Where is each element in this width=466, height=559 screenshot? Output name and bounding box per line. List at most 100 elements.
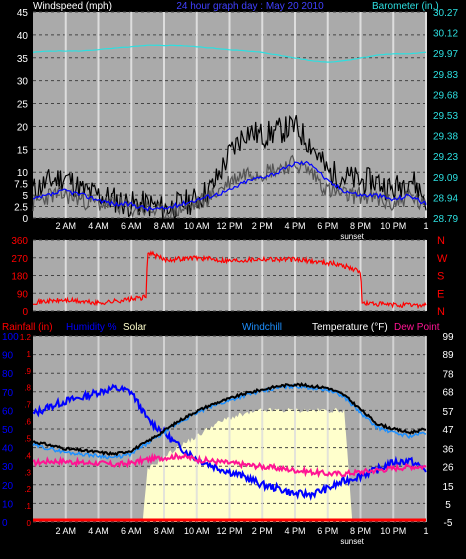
hour-tick-label: 2 PM (252, 221, 273, 231)
hour-tick-label: 12 PM (216, 526, 242, 536)
windspeed-tick-label: 2.5 (14, 203, 28, 214)
temperature-tick-label: 5 (445, 500, 451, 511)
humidity-tick-label: 40 (2, 444, 14, 455)
hour-tick-label: 4 AM (88, 221, 109, 231)
barometer-tick-label: 30.27 (433, 8, 458, 19)
windspeed-tick-label: 45 (17, 8, 29, 19)
hour-tick-label: 12 PM (216, 221, 242, 231)
windspeed-axis-label: Windspeed (mph) (33, 1, 112, 12)
rainfall-tick-label: 0 (27, 519, 32, 528)
barometer-tick-label: 29.68 (433, 90, 458, 101)
compass-label: N (437, 306, 445, 318)
rainfall-tick-label: .1 (24, 502, 31, 511)
rainfall-legend: Rainfall (in) (2, 322, 53, 333)
windspeed-tick-label: 10 (17, 168, 29, 179)
windchill-legend: Windchill (242, 322, 282, 333)
barometer-tick-label: 28.94 (433, 193, 458, 204)
rainfall-tick-label: 1.2 (20, 333, 32, 342)
hour-tick-label: 6 PM (317, 526, 338, 536)
temperature-tick-label: 99 (442, 332, 454, 343)
windchill-line (32, 383, 427, 460)
hour-tick-label: 2 AM (55, 526, 76, 536)
hour-tick-label: 4 PM (284, 221, 305, 231)
hour-tick-label: 6 PM (317, 221, 338, 231)
barometer-axis-label: Barometer (in.) (372, 1, 439, 12)
humidity-tick-label: 0 (2, 518, 8, 529)
humidity-tick-label: 60 (2, 406, 14, 417)
barometer-tick-label: 29.97 (433, 49, 458, 60)
rainfall-tick-label: .9 (24, 367, 31, 376)
temperature-humidity-panel: Rainfall (in) Humidity % Solar Windchill… (2, 322, 454, 546)
rainfall-tick-label: .3 (24, 468, 31, 477)
wind-gust-line (32, 115, 427, 220)
barometer-tick-label: 29.09 (433, 173, 458, 184)
windspeed-tick-label: 35 (17, 54, 29, 65)
barometer-tick-label: 30.12 (433, 29, 458, 40)
windspeed-tick-label: 5 (22, 191, 28, 202)
wind-average-line (32, 160, 427, 212)
rainfall-tick-label: .2 (24, 485, 31, 494)
temperature-tick-label: 68 (442, 387, 454, 398)
barometer-tick-label: 29.38 (433, 132, 458, 143)
direction-degree-label: 360 (11, 236, 28, 247)
sunset-label: sunset (340, 232, 364, 241)
humidity-tick-label: 20 (2, 481, 14, 492)
direction-degree-label: 180 (11, 272, 28, 283)
hour-tick-label: 10 PM (380, 526, 406, 536)
temperature-tick-label: 47 (442, 425, 454, 436)
hour-tick-label: 6 AM (121, 221, 142, 231)
humidity-tick-label: 70 (2, 388, 14, 399)
windspeed-tick-label: 7.5 (14, 180, 28, 191)
temperature-legend: Temperature (°F) (312, 322, 388, 333)
temperature-tick-label: 26 (442, 463, 454, 474)
humidity-tick-label: 100 (2, 332, 19, 343)
humidity-tick-label: 10 (2, 499, 14, 510)
sunset-label: sunset (340, 537, 364, 546)
humidity-tick-label: 80 (2, 369, 14, 380)
direction-degree-label: 270 (11, 254, 28, 265)
hour-tick-label: 10 AM (184, 221, 210, 231)
temperature-tick-label: 89 (442, 350, 454, 361)
compass-label: E (437, 288, 444, 300)
windspeed-tick-label: 20 (17, 122, 29, 133)
hour-tick-label: 1 (423, 221, 428, 231)
temperature-tick-label: 78 (442, 370, 454, 381)
windspeed-tick-label: 30 (17, 77, 29, 88)
compass-label: S (437, 271, 444, 283)
dewpoint-legend: Dew Point (394, 322, 440, 333)
humidity-tick-label: 90 (2, 351, 14, 362)
graph-title: 24 hour graph day : May 20 2010 (176, 1, 324, 12)
compass-label: W (437, 253, 448, 265)
rainfall-tick-label: .5 (24, 434, 31, 443)
hour-tick-label: 8 AM (154, 526, 175, 536)
temperature-tick-label: 15 (442, 482, 454, 493)
barometer-tick-label: 29.53 (433, 111, 458, 122)
hour-tick-label: 10 AM (184, 526, 210, 536)
windspeed-tick-label: 0 (22, 214, 28, 225)
humidity-tick-label: 50 (2, 425, 14, 436)
hour-tick-label: 10 PM (380, 221, 406, 231)
direction-degree-label: 0 (22, 307, 28, 318)
barometer-tick-label: 29.83 (433, 70, 458, 81)
barometer-tick-label: 29.23 (433, 152, 458, 163)
temperature-tick-label: -5 (444, 518, 453, 529)
wind-direction-line (32, 250, 427, 310)
rainfall-tick-label: 1 (27, 350, 32, 359)
hour-tick-label: 8 PM (350, 221, 371, 231)
solar-legend: Solar (123, 322, 147, 333)
windspeed-tick-label: 15 (17, 145, 29, 156)
hour-tick-label: 8 AM (154, 221, 175, 231)
hour-tick-label: 6 AM (121, 526, 142, 536)
hour-tick-label: 4 AM (88, 526, 109, 536)
temperature-line (32, 381, 427, 457)
wind-barometer-panel: Windspeed (mph) 24 hour graph day : May … (14, 1, 458, 241)
hour-tick-label: 2 PM (252, 526, 273, 536)
windspeed-tick-label: 40 (17, 31, 29, 42)
windspeed-tick-label: 25 (17, 100, 29, 111)
rainfall-tick-label: .4 (24, 451, 31, 460)
temperature-tick-label: 36 (442, 445, 454, 456)
compass-label: N (437, 235, 445, 247)
hour-tick-label: 4 PM (284, 526, 305, 536)
